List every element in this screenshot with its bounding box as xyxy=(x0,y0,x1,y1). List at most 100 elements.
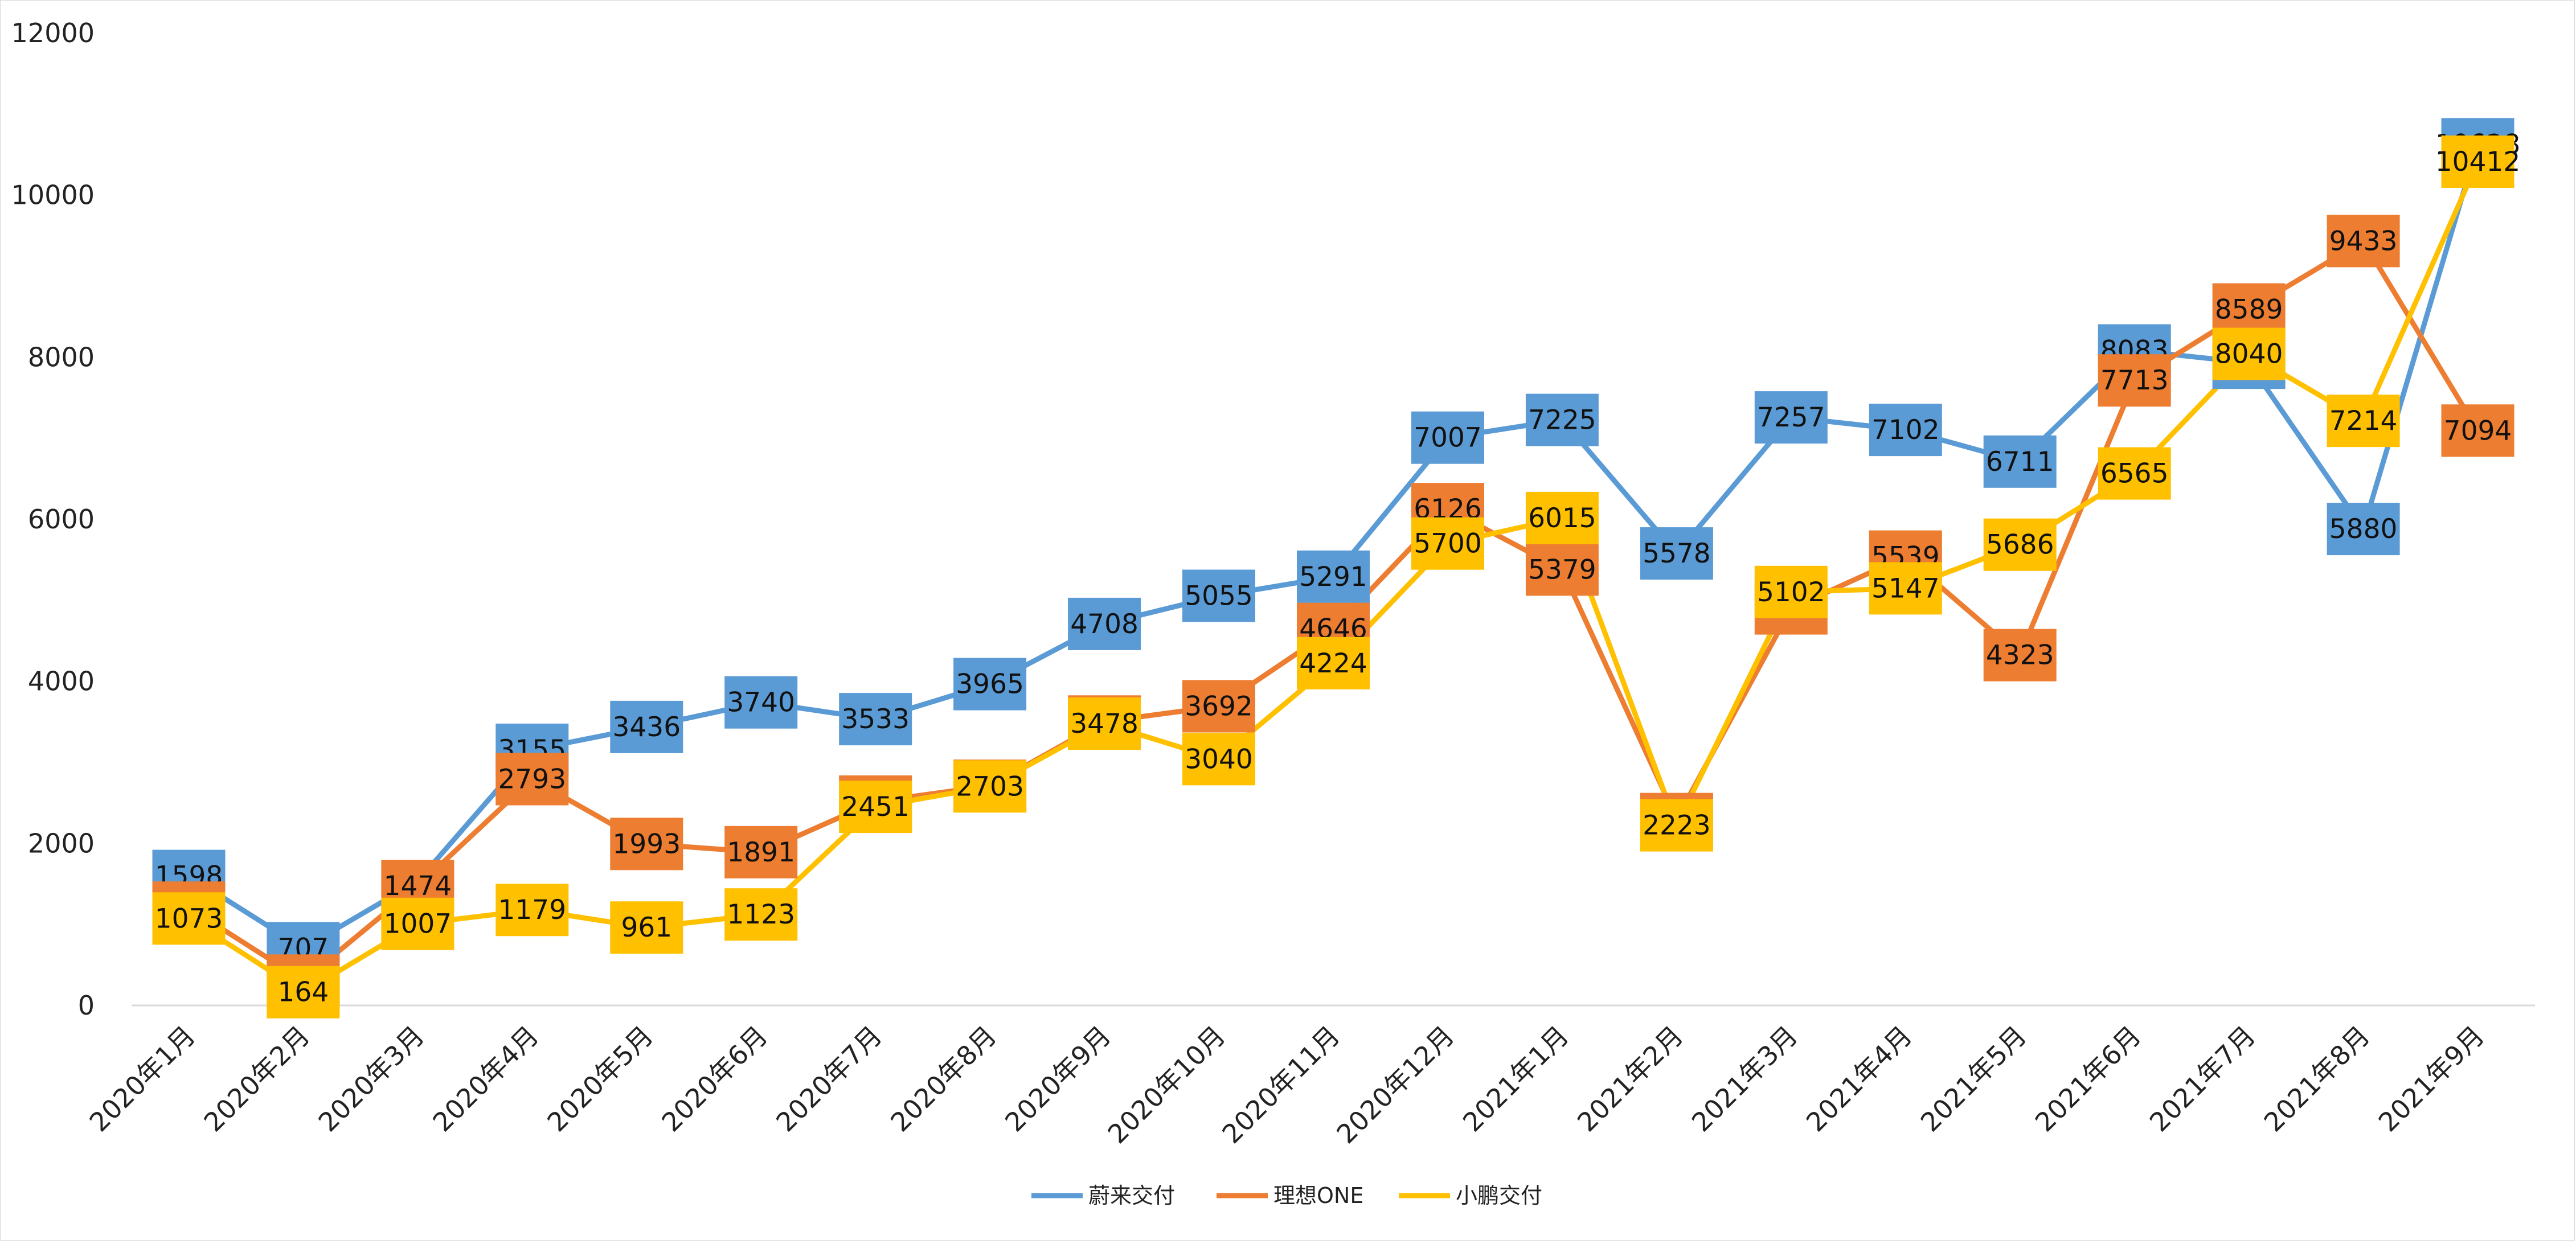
y-tick-label: 4000 xyxy=(28,666,95,697)
data-label-box xyxy=(724,826,798,878)
data-label-text: 1891 xyxy=(727,837,795,868)
data-label-box xyxy=(610,700,683,753)
data-label-text: 5379 xyxy=(1528,554,1596,585)
data-label-text: 2793 xyxy=(498,764,566,795)
series-line-0 xyxy=(186,141,2480,951)
data-label-text: 3740 xyxy=(727,687,795,719)
data-label-box xyxy=(1983,629,2057,681)
data-label: 6565 xyxy=(2098,447,2171,500)
legend-label: 蔚来交付 xyxy=(1088,1183,1175,1208)
data-label: 961 xyxy=(610,901,683,954)
x-tick-label: 2020年7月 xyxy=(770,1020,888,1138)
data-label-box xyxy=(2441,136,2514,188)
data-label: 8040 xyxy=(2212,327,2286,380)
data-label-box xyxy=(2098,354,2171,407)
data-label-box xyxy=(2212,283,2286,336)
data-label-text: 2703 xyxy=(956,771,1024,802)
data-label-text: 1179 xyxy=(498,894,566,926)
y-tick-label: 10000 xyxy=(11,180,95,211)
data-label-text: 10412 xyxy=(2435,146,2521,178)
data-label-box xyxy=(495,753,569,806)
data-label-text: 7214 xyxy=(2329,405,2398,437)
data-label-text: 5147 xyxy=(1871,573,1940,604)
x-tick-label: 2021年7月 xyxy=(2144,1020,2262,1138)
data-label: 7713 xyxy=(2098,354,2171,407)
legend-item: 理想ONE xyxy=(1217,1183,1363,1208)
data-label: 1993 xyxy=(610,818,683,871)
x-tick-label: 2020年3月 xyxy=(312,1020,430,1138)
y-tick-label: 6000 xyxy=(28,504,95,535)
x-tick-label: 2020年2月 xyxy=(198,1020,316,1138)
data-label-box xyxy=(1068,597,1141,650)
data-label-text: 1123 xyxy=(727,899,795,930)
data-label-box xyxy=(1640,527,1713,580)
data-label-text: 5291 xyxy=(1299,561,1367,593)
data-label-text: 3692 xyxy=(1185,691,1253,722)
data-label: 2703 xyxy=(953,760,1027,813)
data-labels: 1598707315534363740353339654708505552917… xyxy=(152,118,2521,1019)
data-label-box xyxy=(1182,569,1255,622)
data-label-text: 7257 xyxy=(1757,402,1825,433)
data-label: 5291 xyxy=(1297,550,1370,603)
data-label-box xyxy=(381,897,454,950)
y-tick-label: 12000 xyxy=(11,18,95,48)
data-label: 4323 xyxy=(1983,629,2057,681)
data-label-box xyxy=(953,658,1027,711)
data-label: 1179 xyxy=(495,884,569,937)
data-label: 6015 xyxy=(1525,491,1599,544)
data-label-box xyxy=(610,818,683,871)
data-label-text: 8589 xyxy=(2215,294,2283,326)
data-label: 3040 xyxy=(1182,733,1255,786)
legend: 蔚来交付 理想ONE 小鹏交付 xyxy=(1031,1183,1542,1208)
data-label-text: 1007 xyxy=(384,909,452,940)
data-label: 3965 xyxy=(953,658,1027,711)
x-tick-label: 2021年2月 xyxy=(1571,1020,1689,1138)
data-label-text: 7007 xyxy=(1414,422,1482,454)
data-label: 5147 xyxy=(1869,562,1942,615)
data-label: 6711 xyxy=(1983,435,2057,488)
data-label-text: 2451 xyxy=(841,791,910,823)
data-label: 5700 xyxy=(1411,517,1484,570)
data-label: 2451 xyxy=(839,781,912,834)
data-label-text: 5102 xyxy=(1757,577,1825,608)
x-tick-label: 2020年12月 xyxy=(1330,1020,1460,1149)
data-label-box xyxy=(2441,404,2514,457)
data-label-text: 4708 xyxy=(1070,609,1138,640)
data-label-box xyxy=(1869,404,1942,457)
data-label-box xyxy=(1983,518,2057,571)
data-label-text: 5880 xyxy=(2329,514,2398,545)
y-tick-label: 8000 xyxy=(28,342,95,372)
data-label-box xyxy=(2327,395,2400,447)
data-label-box xyxy=(1525,543,1599,596)
legend-label: 理想ONE xyxy=(1273,1183,1363,1208)
legend-label: 小鹏交付 xyxy=(1456,1183,1542,1208)
data-label-box xyxy=(1869,562,1942,615)
data-label-box xyxy=(2327,215,2400,268)
x-tick-label: 2021年3月 xyxy=(1686,1020,1804,1138)
data-label-text: 2223 xyxy=(1643,810,1711,841)
data-label-text: 7225 xyxy=(1528,405,1596,436)
data-label: 7102 xyxy=(1869,404,1942,457)
x-tick-label: 2021年8月 xyxy=(2258,1020,2376,1138)
data-label: 5686 xyxy=(1983,518,2057,571)
data-label-box xyxy=(152,892,226,945)
x-tick-label: 2020年5月 xyxy=(541,1020,659,1138)
data-label-text: 3965 xyxy=(956,669,1024,700)
x-tick-label: 2020年1月 xyxy=(84,1020,202,1138)
legend-item: 小鹏交付 xyxy=(1399,1183,1542,1208)
data-label-text: 6015 xyxy=(1528,503,1596,534)
data-label: 3533 xyxy=(839,693,912,746)
data-label-box xyxy=(1297,550,1370,603)
data-label: 5880 xyxy=(2327,503,2400,556)
data-label: 1891 xyxy=(724,826,798,878)
data-label-text: 9433 xyxy=(2329,225,2398,257)
data-label: 5055 xyxy=(1182,569,1255,622)
data-label: 5379 xyxy=(1525,543,1599,596)
x-tick-label: 2020年8月 xyxy=(884,1020,1002,1138)
data-label-text: 1474 xyxy=(384,871,452,902)
data-label: 7094 xyxy=(2441,404,2514,457)
data-label: 3740 xyxy=(724,676,798,729)
data-label-box xyxy=(2327,503,2400,556)
data-label-text: 4323 xyxy=(1986,640,2054,671)
x-tick-label: 2021年9月 xyxy=(2373,1020,2491,1138)
